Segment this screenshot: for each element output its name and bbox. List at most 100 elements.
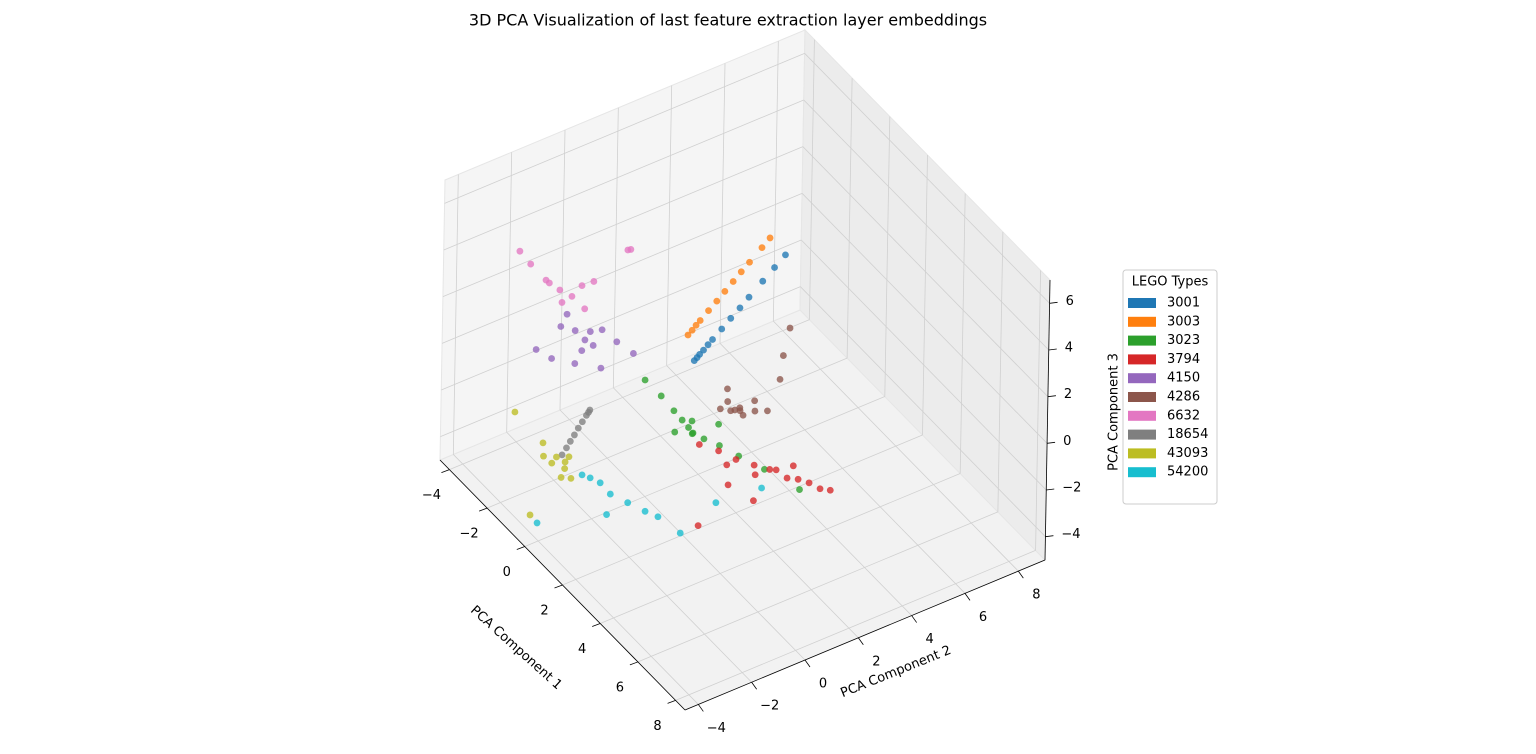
data-point xyxy=(783,474,791,482)
data-point xyxy=(772,466,780,474)
grid-line xyxy=(562,434,923,586)
legend-swatch xyxy=(1128,410,1156,421)
grid-line xyxy=(486,357,848,509)
grid-line xyxy=(666,365,912,616)
data-point xyxy=(676,529,684,537)
x-tick xyxy=(516,546,525,550)
data-point xyxy=(542,276,550,284)
grid-line xyxy=(441,192,803,344)
data-point xyxy=(750,461,758,469)
y-tick xyxy=(751,681,757,690)
grid-line xyxy=(506,431,752,683)
data-point xyxy=(696,317,704,324)
x-tick xyxy=(554,584,563,589)
grid-line xyxy=(719,343,966,594)
legend-label: 3023 xyxy=(1167,333,1200,348)
data-point xyxy=(539,439,547,447)
legend-swatch xyxy=(1128,429,1156,440)
data-point xyxy=(548,355,555,362)
data-point xyxy=(705,307,712,315)
data-point xyxy=(567,474,575,482)
data-point xyxy=(746,258,753,266)
data-point xyxy=(789,462,797,470)
grid-line xyxy=(453,454,699,705)
y-tick xyxy=(911,615,917,623)
y-tick xyxy=(858,637,864,646)
data-point xyxy=(700,346,707,354)
data-point xyxy=(758,244,766,252)
data-point xyxy=(758,484,765,492)
legend-swatch xyxy=(1128,467,1156,478)
data-point xyxy=(745,293,753,301)
legend-label: 54200 xyxy=(1167,465,1208,480)
data-point xyxy=(563,444,570,452)
data-point xyxy=(556,286,564,294)
data-point xyxy=(641,376,649,384)
legend-box xyxy=(1122,269,1218,505)
grid-line xyxy=(804,53,1050,304)
y-tick-label: −4 xyxy=(707,721,726,736)
y-tick xyxy=(804,659,811,668)
y-tick-label: 2 xyxy=(872,654,880,669)
z-axis-line xyxy=(1044,279,1051,561)
x-tick xyxy=(441,469,450,473)
z-tick xyxy=(1049,301,1058,304)
grid-line xyxy=(1035,270,1041,551)
grid-line xyxy=(922,154,928,436)
data-point xyxy=(606,490,614,498)
data-point xyxy=(713,297,721,305)
data-point xyxy=(724,385,731,393)
data-point xyxy=(565,453,573,461)
grid-line xyxy=(809,39,815,320)
data-point xyxy=(751,407,759,415)
data-point xyxy=(598,326,606,334)
grid-line xyxy=(846,78,853,359)
y-tick xyxy=(1018,570,1024,579)
legend-label: 4150 xyxy=(1167,371,1200,386)
data-point xyxy=(586,474,594,482)
data-point xyxy=(574,424,582,432)
grid-line xyxy=(449,319,810,470)
grid-line xyxy=(773,320,1019,572)
x-tick-label: 6 xyxy=(616,680,624,695)
y-tick-label: −2 xyxy=(760,699,779,714)
data-point xyxy=(727,314,735,322)
data-point xyxy=(716,405,724,413)
legend-title: LEGO Types xyxy=(1132,275,1209,290)
y-tick-label: 6 xyxy=(979,610,987,625)
grid-line xyxy=(637,511,999,663)
data-point xyxy=(688,417,696,425)
data-point xyxy=(712,499,720,507)
data-point xyxy=(724,481,732,489)
data-point xyxy=(511,408,519,416)
x-axis-label: PCA Component 1 xyxy=(467,603,565,693)
data-point xyxy=(568,292,576,300)
data-point xyxy=(558,451,566,459)
grid-line xyxy=(559,129,566,411)
data-point xyxy=(532,346,540,353)
data-point xyxy=(561,465,569,473)
legend-label: 3003 xyxy=(1167,314,1200,329)
data-point xyxy=(688,326,696,334)
data-point xyxy=(578,347,586,354)
x-tick-label: 0 xyxy=(503,565,511,580)
x-tick xyxy=(478,507,488,512)
grid-line xyxy=(613,387,859,639)
data-point xyxy=(766,466,774,473)
data-point xyxy=(750,497,757,505)
z-tick-label: 6 xyxy=(1066,294,1074,309)
data-point xyxy=(557,474,565,481)
legend-label: 3794 xyxy=(1167,352,1200,367)
data-point xyxy=(558,299,566,306)
grid-line xyxy=(959,193,966,474)
grid-line xyxy=(800,286,1046,537)
data-point xyxy=(737,268,745,276)
data-point xyxy=(641,507,649,515)
data-point xyxy=(571,327,579,334)
data-point xyxy=(796,486,803,493)
grid-line xyxy=(675,550,1036,701)
y-tick xyxy=(698,704,704,712)
grid-line xyxy=(997,231,1004,512)
data-point xyxy=(578,282,586,290)
data-point xyxy=(581,336,589,344)
